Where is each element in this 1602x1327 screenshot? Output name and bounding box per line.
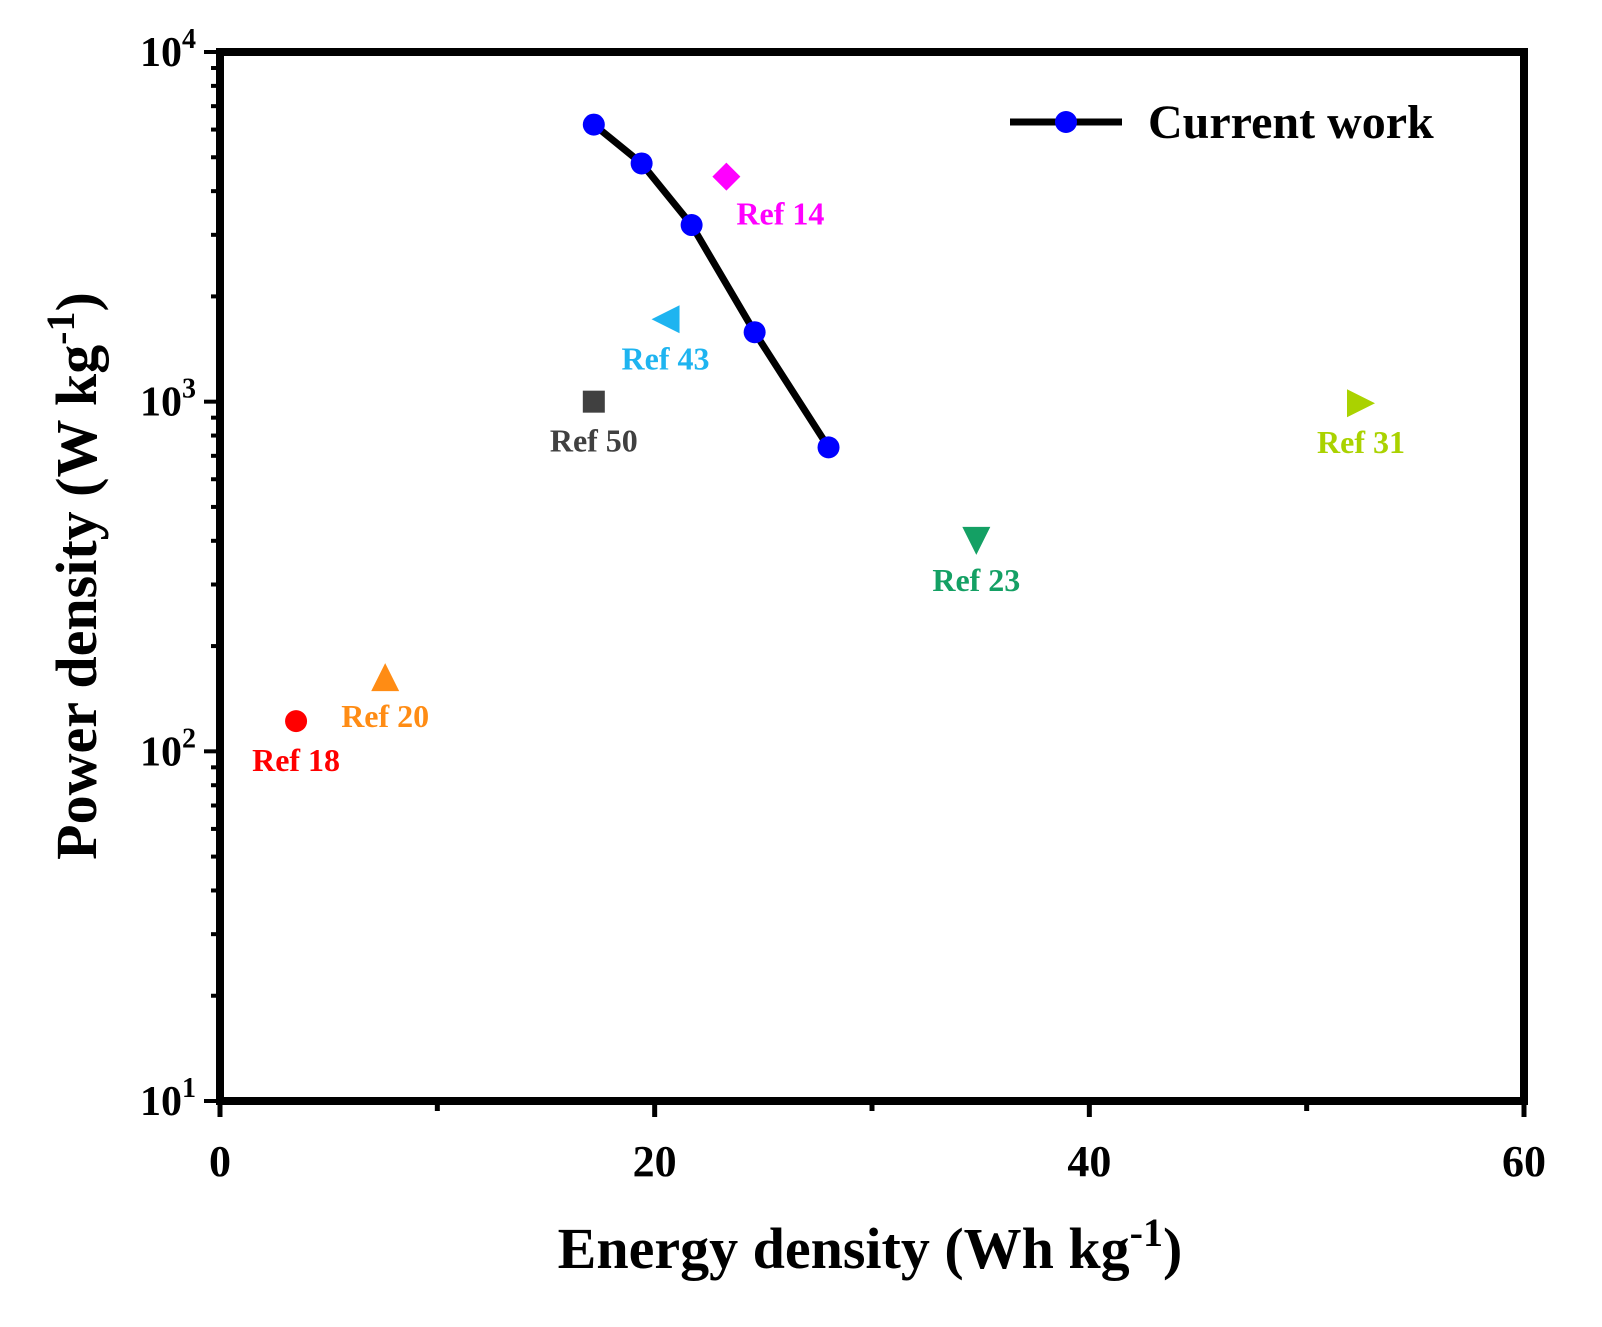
ref-marker — [1347, 389, 1375, 418]
ref-marker — [371, 663, 400, 692]
x-tick-label: 40 — [1067, 1137, 1111, 1186]
ref-label: Ref 18 — [252, 742, 340, 778]
data-point-current-work — [582, 113, 605, 136]
ref-marker — [712, 162, 741, 191]
refs-layer: Ref 14 Ref 43 Ref 50 Ref 31 Ref 23 Ref 20Ref … — [252, 162, 1405, 778]
plot-frame — [216, 48, 1528, 1105]
x-tick-label: 20 — [633, 1137, 677, 1186]
series-line-current-work — [591, 121, 832, 450]
legend-label-current-work: Current work — [1148, 96, 1434, 149]
y-tick-label: 104 — [140, 24, 196, 76]
y-tick-exp: 4 — [182, 24, 196, 55]
y-tick-base: 10 — [140, 729, 182, 775]
ref-label: Ref 20 — [341, 698, 429, 734]
y-tick-label: 102 — [140, 723, 196, 775]
y-axis-title: Power density (W kg-1) — [38, 292, 109, 860]
x-tick-label: 60 — [1502, 1137, 1546, 1186]
data-point-current-work — [817, 436, 840, 459]
y-tick-label: 103 — [140, 374, 196, 426]
x-axis-title-sup: -1 — [1130, 1210, 1163, 1255]
ref-label: Ref 43 — [622, 340, 710, 376]
y-tick-exp: 1 — [182, 1073, 196, 1104]
x-axis-title-close: ) — [1163, 1216, 1182, 1281]
x-axis-title: Energy density (Wh kg-1) — [558, 1210, 1183, 1281]
x-tick-label: 0 — [209, 1137, 231, 1186]
y-axis-title-sup: -1 — [38, 311, 83, 344]
ref-marker — [285, 710, 308, 733]
data-point-current-work — [680, 214, 703, 237]
y-tick-exp: 2 — [182, 723, 196, 754]
legend: Current work — [1010, 96, 1434, 149]
data-point-current-work — [743, 321, 766, 344]
series-layer — [582, 113, 840, 459]
y-axis-title-close: ) — [44, 292, 109, 311]
ref-label: Ref 50 — [550, 423, 638, 459]
y-tick-exp: 3 — [182, 374, 196, 405]
y-tick-base: 10 — [140, 380, 182, 426]
ref-label: Ref 23 — [932, 562, 1020, 598]
ref-marker — [651, 305, 680, 334]
y-tick-base: 10 — [140, 30, 182, 76]
y-tick-base: 10 — [140, 1079, 182, 1125]
ref-label: Ref 14 — [736, 196, 824, 232]
ref-marker — [582, 390, 605, 413]
ref-label: Ref 31 — [1317, 424, 1405, 460]
data-point-current-work — [630, 152, 653, 175]
y-axis-title-main: Power density (W kg — [44, 345, 109, 860]
legend-marker — [1055, 111, 1077, 133]
y-tick-label: 101 — [140, 1073, 196, 1125]
ref-marker — [962, 526, 991, 555]
x-axis-title-main: Energy density (Wh kg — [558, 1216, 1130, 1281]
